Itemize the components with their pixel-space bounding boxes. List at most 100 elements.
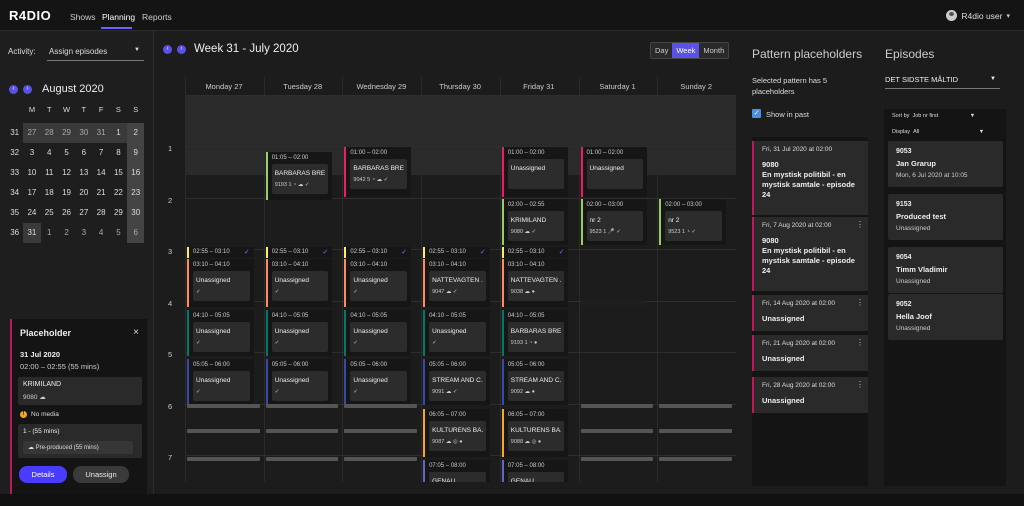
event-block[interactable]: 02:00 – 02:55 KRIMILAND 9080 ☁ ✓ xyxy=(501,199,569,245)
view-month[interactable]: Month xyxy=(699,43,729,58)
calendar-day[interactable]: 1 xyxy=(109,123,128,143)
calendar-day[interactable]: 20 xyxy=(79,188,89,197)
event-block[interactable]: 03:10 – 04:10 NATTEVAGTEN ... 9038 ☁ ● xyxy=(501,259,569,307)
episode-item[interactable]: 9052 Hella Joof Unassigned xyxy=(888,294,1003,340)
empty-slot-bar[interactable] xyxy=(580,429,654,433)
calendar-day[interactable]: 11 xyxy=(45,168,54,177)
display-select[interactable]: Display All ▼ xyxy=(892,129,985,135)
calendar-day[interactable]: 28 xyxy=(40,123,58,143)
event-block[interactable]: 04:10 – 05:05 Unassigned ✓ xyxy=(423,310,490,356)
day-column[interactable] xyxy=(342,77,420,482)
event-block[interactable]: 03:10 – 04:10 NATTEVAGTEN ... 9047 ☁ ✓ xyxy=(423,259,490,307)
empty-slot-bar[interactable] xyxy=(580,301,648,305)
calendar-day[interactable]: 12 xyxy=(62,168,71,177)
next-week-button[interactable]: › xyxy=(177,45,186,54)
event-card[interactable]: Unassigned xyxy=(507,159,565,189)
empty-slot-bar[interactable] xyxy=(659,457,732,461)
empty-slot-bar[interactable] xyxy=(344,429,418,433)
event-card[interactable]: BARBARAS BRE... 9193 1 ◔ ☁ ✓ xyxy=(271,164,329,194)
empty-slot-bar[interactable] xyxy=(187,457,260,461)
episodes-show-select[interactable]: DET SIDSTE MÅLTID ▼ xyxy=(885,72,1000,89)
calendar-day[interactable]: 27 xyxy=(23,123,41,143)
calendar-day[interactable]: 17 xyxy=(27,188,37,197)
event-block[interactable]: 04:10 – 05:05 Unassigned ✓ xyxy=(344,310,412,356)
more-icon[interactable]: ⋮ xyxy=(856,380,864,389)
event-card[interactable]: STREAM AND C... 9091 ☁ ✓ xyxy=(429,371,486,401)
view-day[interactable]: Day xyxy=(651,43,673,58)
event-card[interactable]: Unassigned ✓ xyxy=(271,322,329,352)
event-card[interactable]: nr 2 9523 1 ◔ ✓ xyxy=(665,211,722,241)
calendar-day[interactable]: 29 xyxy=(113,208,123,217)
calendar-day[interactable]: 29 xyxy=(57,123,76,143)
calendar-day[interactable]: 30 xyxy=(75,123,93,143)
day-header[interactable]: Thursday 30 xyxy=(439,82,481,91)
event-card[interactable]: Unassigned ✓ xyxy=(193,371,250,401)
calendar-day[interactable]: 15 xyxy=(113,168,123,177)
activity-select[interactable]: Assign episodes ▼ xyxy=(47,42,144,61)
event-card[interactable]: BARBARAS BRE... 9193 1 ◔ ● xyxy=(507,322,565,352)
event-card[interactable]: STREAM AND C... 9092 ☁ ● xyxy=(507,371,565,401)
calendar-day[interactable]: 3 xyxy=(81,228,87,237)
calendar-day[interactable]: 22 xyxy=(113,188,123,197)
calendar-day[interactable]: 31 xyxy=(92,123,110,143)
calendar-day[interactable]: 31 xyxy=(23,223,41,243)
calendar-day[interactable]: 2 xyxy=(127,123,145,143)
calendar-day[interactable]: 3 xyxy=(29,148,35,157)
event-short[interactable]: 02:55 – 03:10 ✓ xyxy=(187,247,254,258)
event-block[interactable]: 05:05 – 06:00 Unassigned ✓ xyxy=(187,359,254,405)
event-card[interactable]: nr 2 9523 1 🎤 ✓ xyxy=(586,211,644,241)
details-button[interactable]: Details xyxy=(19,466,67,483)
calendar-day[interactable]: 4 xyxy=(47,148,52,157)
pattern-item[interactable]: Fri, 14 Aug 2020 at 02:00 Unassigned ⋮ xyxy=(752,295,868,331)
prev-week-button[interactable]: ‹ xyxy=(163,45,172,54)
episode-item[interactable]: 9053 Jan Grarup Mon, 6 Jul 2020 at 10:05 xyxy=(888,141,1003,187)
calendar-day[interactable]: 4 xyxy=(98,228,104,237)
empty-slot-bar[interactable] xyxy=(344,457,418,461)
event-block[interactable]: 03:10 – 04:10 Unassigned ✓ xyxy=(344,259,412,307)
nav-shows[interactable]: Shows xyxy=(70,12,96,22)
event-block[interactable]: 05:05 – 06:00 Unassigned ✓ xyxy=(344,359,412,405)
empty-slot-bar[interactable] xyxy=(265,429,339,433)
empty-slot-bar[interactable] xyxy=(187,404,260,408)
more-icon[interactable]: ⋮ xyxy=(856,220,864,229)
calendar-day[interactable]: 10 xyxy=(27,168,37,177)
calendar-day[interactable]: 26 xyxy=(62,208,71,217)
event-block[interactable]: 05:05 – 06:00 Unassigned ✓ xyxy=(265,359,333,405)
event-block[interactable]: 01:00 – 02:00 Unassigned xyxy=(501,147,569,197)
event-block[interactable]: 04:10 – 05:05 Unassigned ✓ xyxy=(265,310,333,356)
event-card[interactable]: Unassigned ✓ xyxy=(193,322,250,352)
calendar-day[interactable]: 21 xyxy=(96,188,106,197)
empty-slot-bar[interactable] xyxy=(187,429,260,433)
placeholder-show[interactable]: KRIMILAND 9080 ☁ xyxy=(18,377,142,405)
unassign-button[interactable]: Unassign xyxy=(73,466,129,483)
close-icon[interactable]: × xyxy=(133,327,139,338)
event-block[interactable]: 07:05 – 08:00 GENAU xyxy=(501,460,569,482)
event-block[interactable]: 06:05 – 07:00 KULTURENS BA... 9088 ☁ ◎ ● xyxy=(501,409,569,457)
event-card[interactable]: Unassigned ✓ xyxy=(350,371,408,401)
more-icon[interactable]: ⋮ xyxy=(856,338,864,347)
empty-slot-bar[interactable] xyxy=(265,457,339,461)
nav-reports[interactable]: Reports xyxy=(142,12,172,22)
event-block[interactable]: 06:05 – 07:00 KULTURENS BA... 9087 ☁ ◎ ● xyxy=(423,409,490,457)
day-header[interactable]: Saturday 1 xyxy=(599,82,636,91)
calendar-day[interactable]: 2 xyxy=(64,228,69,237)
event-short[interactable]: 02:55 – 03:10 ✓ xyxy=(423,247,490,258)
calendar-day[interactable]: 30 xyxy=(127,203,145,223)
event-card[interactable]: NATTEVAGTEN ... 9038 ☁ ● xyxy=(507,271,565,301)
event-block[interactable]: 05:05 – 06:00 STREAM AND C... 9092 ☁ ● xyxy=(501,359,569,405)
event-short[interactable]: 02:55 – 03:10 ✓ xyxy=(344,247,412,258)
view-week[interactable]: Week xyxy=(672,43,700,58)
day-column[interactable] xyxy=(499,77,578,482)
day-column[interactable] xyxy=(263,77,342,482)
pattern-item[interactable]: Fri, 7 Aug 2020 at 02:00 9080 En mystisk … xyxy=(752,217,868,291)
event-card[interactable]: Unassigned ✓ xyxy=(193,271,250,301)
event-card[interactable]: GENAU xyxy=(429,472,486,482)
event-card[interactable]: NATTEVAGTEN ... 9047 ☁ ✓ xyxy=(429,271,486,301)
event-card[interactable]: Unassigned ✓ xyxy=(429,322,486,352)
event-card[interactable]: GENAU xyxy=(507,472,565,482)
pattern-item[interactable]: Fri, 28 Aug 2020 at 02:00 Unassigned ⋮ xyxy=(752,377,868,413)
calendar-day[interactable]: 1 xyxy=(47,228,52,237)
event-card[interactable]: Unassigned ✓ xyxy=(350,322,408,352)
pattern-item[interactable]: Fri, 31 Jul 2020 at 02:00 9080 En mystisk… xyxy=(752,141,868,215)
pattern-item[interactable]: Fri, 21 Aug 2020 at 02:00 Unassigned ⋮ xyxy=(752,335,868,371)
